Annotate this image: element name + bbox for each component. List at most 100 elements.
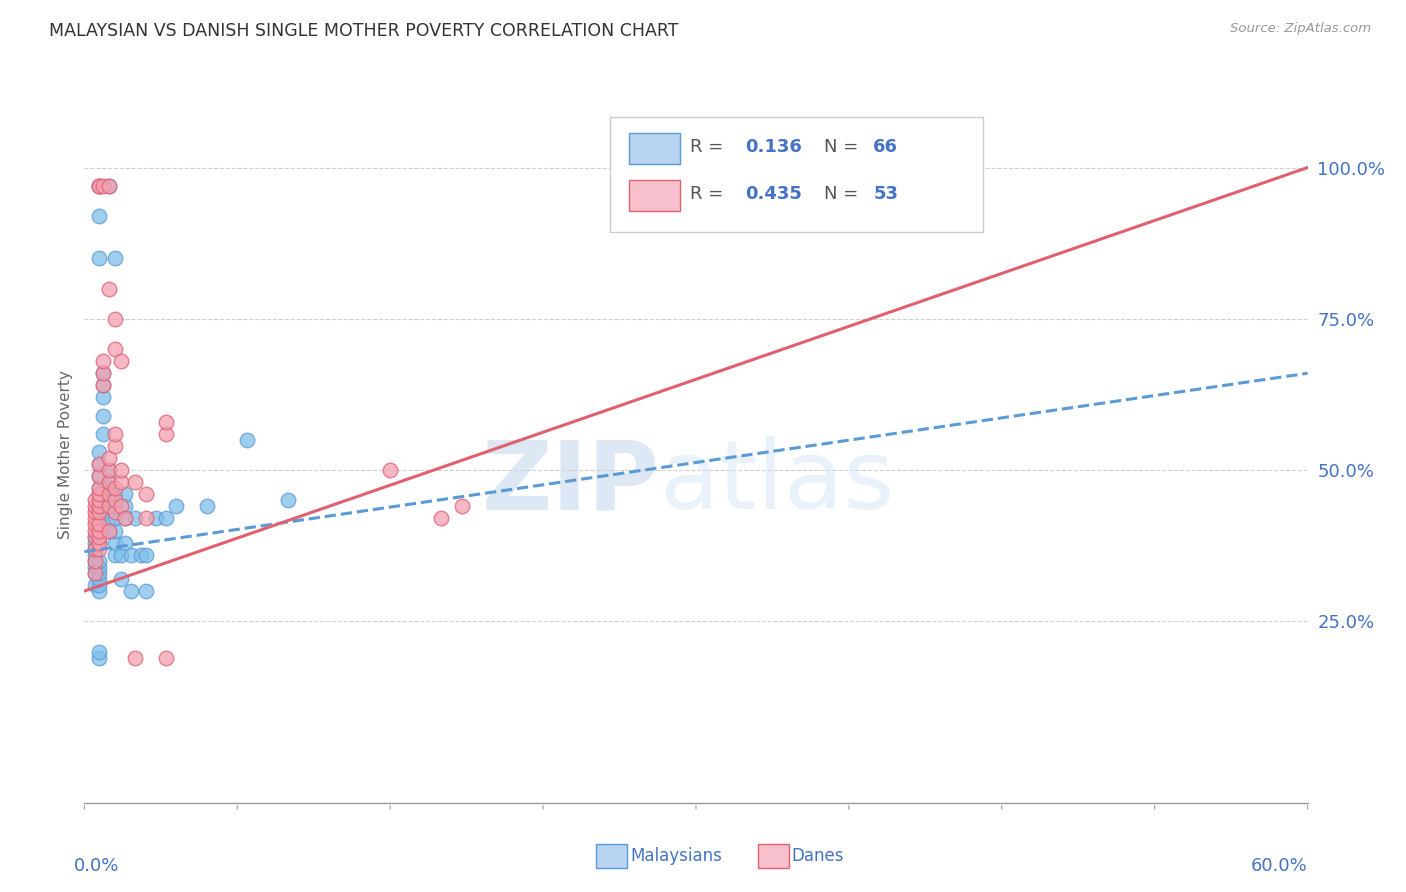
Point <box>91 366 114 380</box>
Y-axis label: Single Mother Poverty: Single Mother Poverty <box>58 370 73 540</box>
Point <box>87 524 110 538</box>
Point <box>83 559 105 574</box>
Point <box>110 463 132 477</box>
Point <box>87 469 110 483</box>
Point <box>91 378 114 392</box>
Text: MALAYSIAN VS DANISH SINGLE MOTHER POVERTY CORRELATION CHART: MALAYSIAN VS DANISH SINGLE MOTHER POVERT… <box>49 22 679 40</box>
Point <box>97 500 120 514</box>
Point <box>87 530 110 544</box>
Text: 0.0%: 0.0% <box>75 857 120 875</box>
Point <box>87 469 110 483</box>
Point <box>87 517 110 532</box>
Point <box>131 548 153 562</box>
Text: Malaysians: Malaysians <box>630 847 721 865</box>
Point <box>83 554 105 568</box>
Point <box>124 511 146 525</box>
Point <box>110 354 132 368</box>
FancyBboxPatch shape <box>628 134 681 164</box>
Point <box>104 252 127 266</box>
Point <box>87 457 110 471</box>
Point <box>87 481 110 495</box>
Point <box>97 475 120 490</box>
Point <box>104 493 127 508</box>
Point <box>97 463 120 477</box>
Point <box>91 354 114 368</box>
Point <box>277 493 299 508</box>
Point <box>87 554 110 568</box>
Text: R =: R = <box>690 185 728 203</box>
Point <box>165 500 187 514</box>
Text: atlas: atlas <box>659 436 894 529</box>
Point <box>430 511 453 525</box>
Point <box>87 500 110 514</box>
Point <box>87 178 110 193</box>
Point <box>97 178 120 193</box>
Point <box>91 366 114 380</box>
Text: R =: R = <box>690 138 728 156</box>
Text: N =: N = <box>824 138 865 156</box>
Text: 0.435: 0.435 <box>745 185 801 203</box>
Point <box>87 578 110 592</box>
Point <box>87 493 110 508</box>
Point <box>97 281 120 295</box>
Point <box>83 541 105 556</box>
Point <box>97 475 120 490</box>
Point <box>104 426 127 441</box>
Point <box>87 584 110 599</box>
Point <box>87 505 110 519</box>
Point <box>110 500 132 514</box>
Point <box>83 566 105 580</box>
Point <box>104 481 127 495</box>
Point <box>135 584 157 599</box>
Point <box>97 481 120 495</box>
Point <box>97 487 120 501</box>
Point <box>87 505 110 519</box>
Point <box>97 487 120 501</box>
Point <box>87 487 110 501</box>
Point <box>104 342 127 356</box>
Point <box>97 524 120 538</box>
Point <box>87 559 110 574</box>
Point <box>97 524 120 538</box>
Point <box>97 463 120 477</box>
Point <box>145 511 167 525</box>
Point <box>83 566 105 580</box>
Text: N =: N = <box>824 185 865 203</box>
Point <box>114 500 136 514</box>
Text: Danes: Danes <box>792 847 844 865</box>
Text: 60.0%: 60.0% <box>1251 857 1308 875</box>
Point <box>83 511 105 525</box>
Point <box>114 511 136 525</box>
Point <box>87 650 110 665</box>
Text: Source: ZipAtlas.com: Source: ZipAtlas.com <box>1230 22 1371 36</box>
Point <box>87 535 110 549</box>
Point <box>97 500 120 514</box>
Point <box>110 572 132 586</box>
Point <box>87 445 110 459</box>
Point <box>124 475 146 490</box>
Point <box>135 511 157 525</box>
Point <box>104 311 127 326</box>
Text: 66: 66 <box>873 138 898 156</box>
Point <box>104 487 127 501</box>
Point <box>104 505 127 519</box>
Point <box>87 572 110 586</box>
Text: 53: 53 <box>873 185 898 203</box>
Text: 0.136: 0.136 <box>745 138 801 156</box>
Point <box>87 535 110 549</box>
FancyBboxPatch shape <box>628 180 681 211</box>
Point <box>114 535 136 549</box>
Point <box>155 650 177 665</box>
Point <box>97 450 120 465</box>
Point <box>114 487 136 501</box>
Point <box>87 541 110 556</box>
Point <box>83 548 105 562</box>
Point <box>104 535 127 549</box>
Point <box>87 644 110 658</box>
FancyBboxPatch shape <box>610 118 983 232</box>
Point <box>97 178 120 193</box>
Point <box>87 511 110 525</box>
Point <box>236 433 259 447</box>
Point <box>83 500 105 514</box>
Text: ZIP: ZIP <box>481 436 659 529</box>
